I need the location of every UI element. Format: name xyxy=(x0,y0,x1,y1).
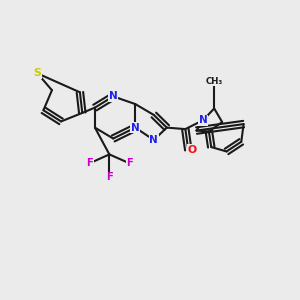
Text: CH₃: CH₃ xyxy=(206,77,223,86)
Text: N: N xyxy=(149,135,158,145)
Text: N: N xyxy=(199,115,207,125)
Text: S: S xyxy=(34,68,41,78)
Text: O: O xyxy=(188,145,197,155)
Text: F: F xyxy=(106,172,113,182)
Text: N: N xyxy=(109,92,118,101)
Text: F: F xyxy=(126,158,133,168)
Text: F: F xyxy=(86,158,93,168)
Text: N: N xyxy=(131,123,140,133)
